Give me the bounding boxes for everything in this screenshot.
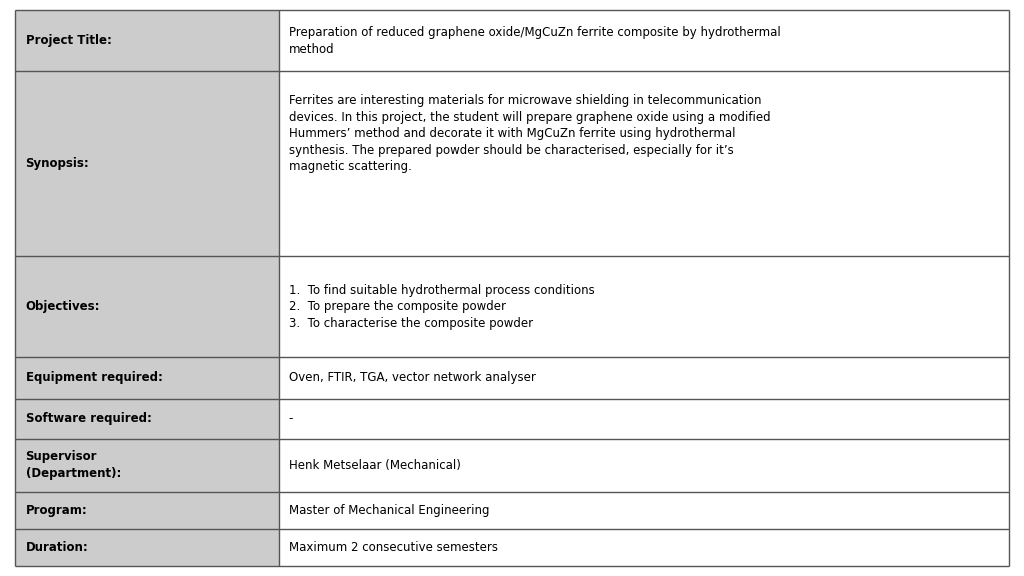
Bar xyxy=(15,71,279,256)
Text: Preparation of reduced graphene oxide/MgCuZn ferrite composite by hydrothermal
m: Preparation of reduced graphene oxide/Mg… xyxy=(289,26,780,55)
Text: Software required:: Software required: xyxy=(26,412,152,426)
Text: 1.  To find suitable hydrothermal process conditions
2.  To prepare the composit: 1. To find suitable hydrothermal process… xyxy=(289,283,595,329)
Bar xyxy=(15,439,279,491)
Bar xyxy=(15,10,279,71)
Text: Henk Metselaar (Mechanical): Henk Metselaar (Mechanical) xyxy=(289,458,461,472)
Bar xyxy=(15,256,279,357)
Bar xyxy=(279,491,1009,529)
Bar xyxy=(279,357,1009,399)
Bar xyxy=(279,439,1009,491)
Text: -: - xyxy=(289,412,293,426)
Bar xyxy=(15,399,279,439)
Text: Synopsis:: Synopsis: xyxy=(26,157,89,170)
Text: Supervisor
(Department):: Supervisor (Department): xyxy=(26,450,121,480)
Bar xyxy=(279,71,1009,256)
Bar xyxy=(15,491,279,529)
Text: Project Title:: Project Title: xyxy=(26,35,112,47)
Text: Equipment required:: Equipment required: xyxy=(26,372,163,384)
Bar xyxy=(15,529,279,566)
Text: Duration:: Duration: xyxy=(26,541,88,554)
Text: Objectives:: Objectives: xyxy=(26,300,100,313)
Bar xyxy=(279,10,1009,71)
Bar xyxy=(15,357,279,399)
Text: Ferrites are interesting materials for microwave shielding in telecommunication
: Ferrites are interesting materials for m… xyxy=(289,94,770,173)
Text: Oven, FTIR, TGA, vector network analyser: Oven, FTIR, TGA, vector network analyser xyxy=(289,372,536,384)
Text: Master of Mechanical Engineering: Master of Mechanical Engineering xyxy=(289,503,489,517)
Text: Maximum 2 consecutive semesters: Maximum 2 consecutive semesters xyxy=(289,541,498,554)
Text: Program:: Program: xyxy=(26,503,87,517)
Bar xyxy=(279,529,1009,566)
Bar xyxy=(279,256,1009,357)
Bar xyxy=(279,399,1009,439)
